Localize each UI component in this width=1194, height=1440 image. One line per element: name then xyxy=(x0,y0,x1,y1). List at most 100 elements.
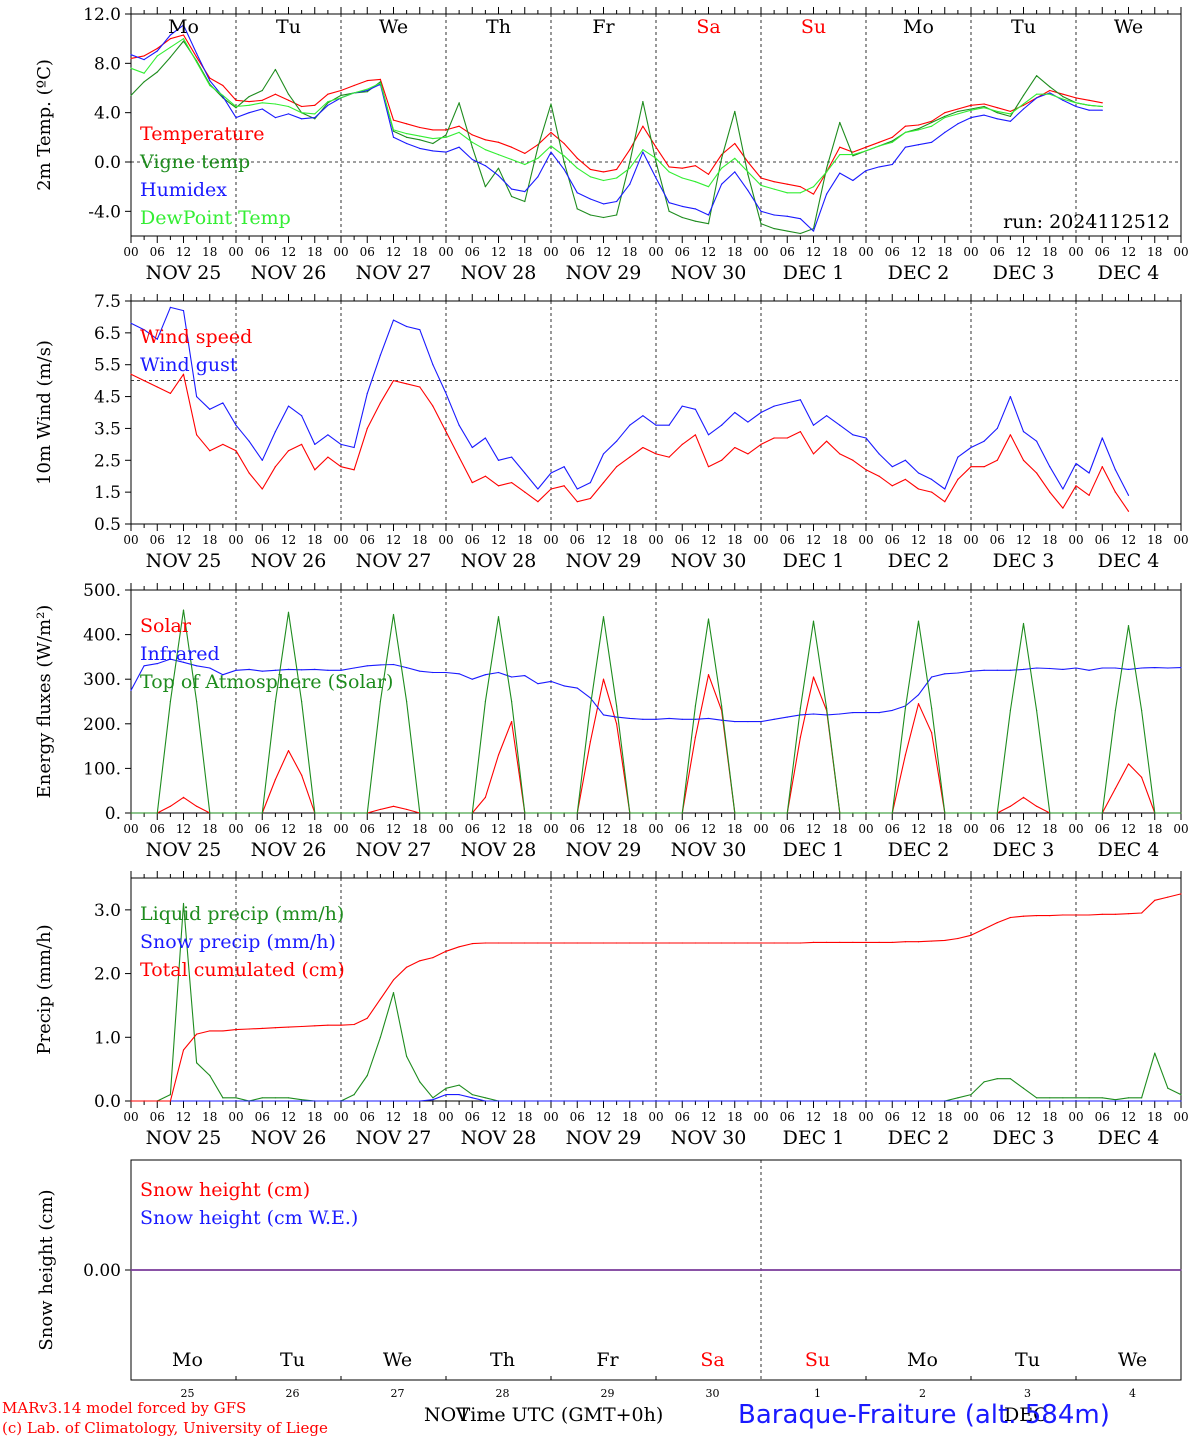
data-point xyxy=(1114,787,1116,790)
hour-label: 06 xyxy=(255,533,270,547)
data-point xyxy=(353,84,355,87)
hour-label: 00 xyxy=(438,533,453,547)
data-point xyxy=(392,979,395,981)
date-label: DEC 3 xyxy=(993,262,1055,284)
y-tick-label: 3.5 xyxy=(94,419,121,439)
data-point xyxy=(1075,1097,1077,1099)
data-point xyxy=(209,450,211,452)
data-point xyxy=(812,713,815,715)
data-point xyxy=(721,459,723,461)
data-point xyxy=(314,113,316,115)
data-point xyxy=(576,687,578,689)
data-point xyxy=(406,667,408,669)
legend-entry: Snow height (cm) xyxy=(140,1179,310,1201)
chart-panel-3 xyxy=(125,583,1182,820)
hour-label: 06 xyxy=(465,822,480,836)
hour-label: 00 xyxy=(648,245,663,259)
data-point xyxy=(1101,109,1103,111)
data-point xyxy=(563,161,565,163)
data-point xyxy=(944,939,946,942)
hour-label: 06 xyxy=(1095,245,1110,259)
data-point xyxy=(1022,622,1025,625)
hour-label: 00 xyxy=(1068,245,1083,259)
y-tick-label: 3.0 xyxy=(94,901,121,921)
data-point xyxy=(1022,1100,1025,1102)
data-point xyxy=(1036,1097,1038,1099)
data-point xyxy=(576,208,578,210)
data-point xyxy=(891,1100,893,1102)
data-point xyxy=(1036,472,1038,474)
hour-label: 18 xyxy=(622,245,637,259)
data-point xyxy=(681,216,683,219)
data-point xyxy=(458,102,460,104)
data-point xyxy=(340,89,342,92)
series-line xyxy=(131,674,1181,814)
data-point xyxy=(786,402,788,404)
data-point xyxy=(1101,812,1103,814)
data-point xyxy=(497,754,500,756)
data-point xyxy=(196,1033,198,1035)
data-point xyxy=(642,149,644,151)
hour-label: 18 xyxy=(1147,1110,1162,1124)
data-point xyxy=(406,808,408,811)
date-label: NOV 25 xyxy=(146,550,222,572)
data-point xyxy=(1049,466,1051,468)
hour-label: 06 xyxy=(675,245,690,259)
data-point xyxy=(537,683,539,685)
data-point xyxy=(917,703,920,705)
data-point xyxy=(366,1100,368,1102)
data-point xyxy=(1101,913,1103,915)
hour-label: 18 xyxy=(1042,533,1057,547)
data-point xyxy=(1088,1100,1090,1102)
hour-label: 00 xyxy=(753,1110,768,1124)
data-point xyxy=(419,1100,421,1102)
data-point xyxy=(812,230,815,232)
data-point xyxy=(537,942,539,944)
data-point xyxy=(983,114,985,116)
data-point xyxy=(1114,709,1116,712)
hour-label: 00 xyxy=(858,1110,873,1124)
data-point xyxy=(550,812,552,814)
hour-label: 18 xyxy=(727,245,742,259)
data-point xyxy=(865,712,867,714)
data-point xyxy=(707,223,710,225)
data-point xyxy=(196,395,198,398)
data-point xyxy=(274,778,276,781)
hour-label: 12 xyxy=(491,1110,506,1124)
hour-label: 00 xyxy=(333,822,348,836)
hour-label: 06 xyxy=(780,822,795,836)
data-point xyxy=(484,1100,486,1102)
data-point xyxy=(392,130,395,132)
data-point xyxy=(681,718,683,720)
hour-label: 18 xyxy=(937,245,952,259)
data-point xyxy=(707,674,710,676)
data-point xyxy=(891,812,893,814)
data-point xyxy=(1062,914,1064,916)
data-point xyxy=(301,443,303,445)
data-point xyxy=(983,107,985,109)
data-point xyxy=(182,902,185,905)
hour-label: 06 xyxy=(360,245,375,259)
hour-label: 06 xyxy=(675,822,690,836)
data-point xyxy=(261,108,263,110)
data-point xyxy=(1049,1100,1051,1102)
data-point xyxy=(694,705,696,707)
data-point xyxy=(970,934,972,936)
date-label: NOV 26 xyxy=(251,839,327,861)
data-point xyxy=(655,157,657,159)
data-point xyxy=(196,1100,198,1102)
data-point xyxy=(445,129,447,131)
data-point xyxy=(931,732,933,734)
data-point xyxy=(274,93,276,95)
data-point xyxy=(878,712,880,714)
data-point xyxy=(471,134,473,136)
data-point xyxy=(392,613,395,616)
hour-label: 12 xyxy=(596,245,611,259)
data-point xyxy=(1049,1097,1051,1099)
data-point xyxy=(274,1097,276,1099)
data-point xyxy=(209,1030,211,1032)
data-point xyxy=(1180,1094,1182,1096)
data-point xyxy=(392,119,395,121)
data-point xyxy=(865,146,867,148)
data-point xyxy=(1127,625,1130,627)
